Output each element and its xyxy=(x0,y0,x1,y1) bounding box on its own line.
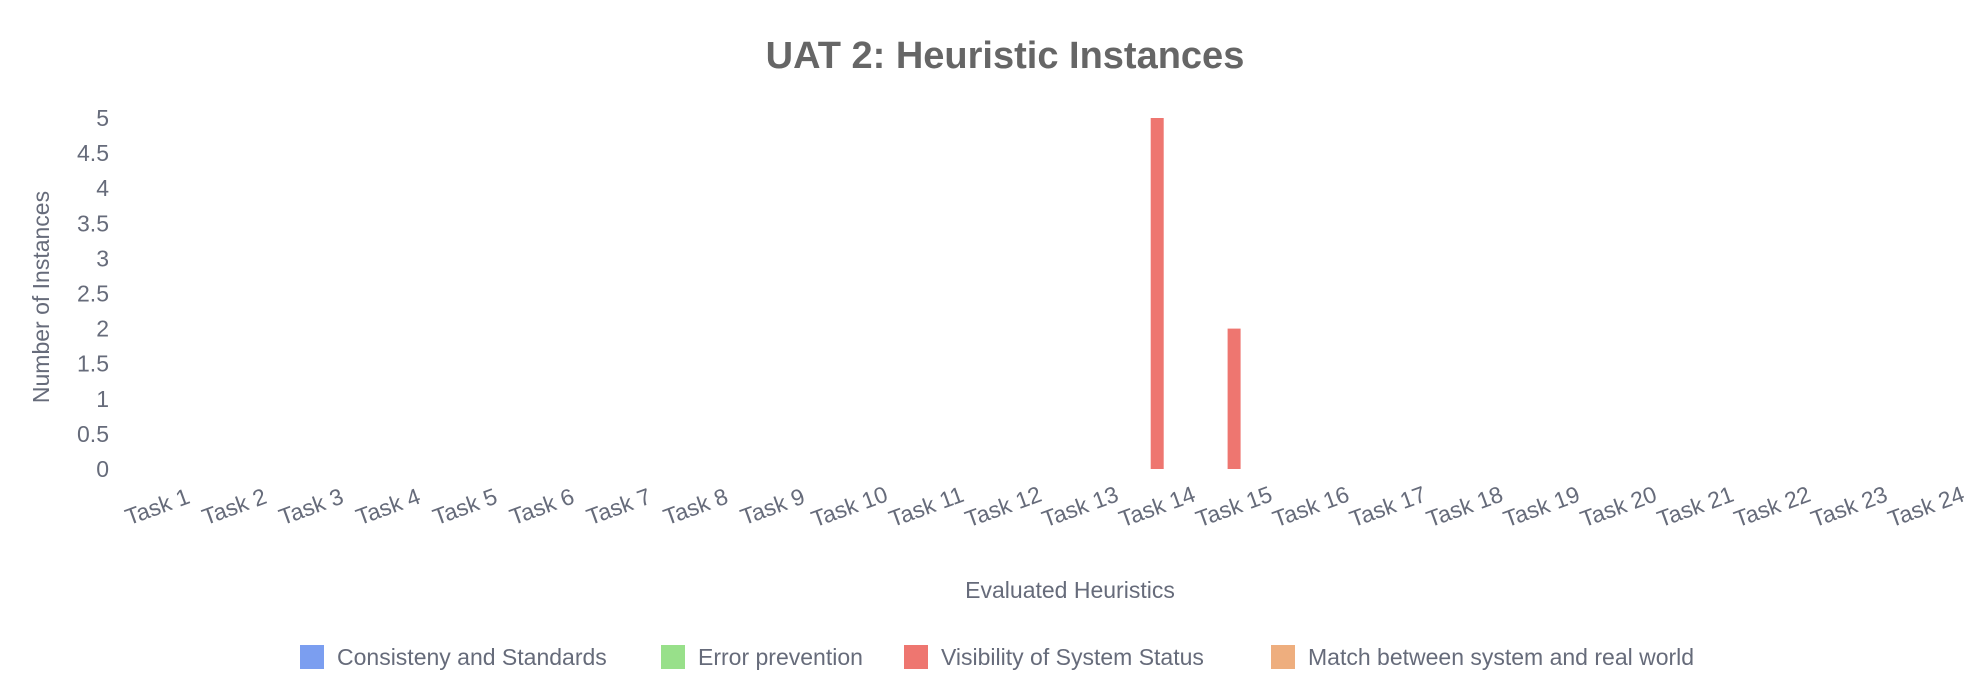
y-tick-label: 2.5 xyxy=(77,281,109,307)
legend-swatch xyxy=(300,645,324,669)
y-tick-label: 3.5 xyxy=(77,210,109,236)
x-tick-label: Task 8 xyxy=(660,483,731,530)
bars-group xyxy=(1150,118,1241,469)
x-axis-ticks: Task 1 Task 2 Task 3 Task 4 Task 5 Task 6 Task… xyxy=(122,481,1968,533)
x-tick-label: Task 12 xyxy=(961,481,1044,533)
x-tick-label: Task 14 xyxy=(1115,481,1199,533)
x-tick-label: Task 4 xyxy=(352,483,424,530)
y-axis-ticks: 0 0.5 1 1.5 2 2.5 3 3.5 4 4.5 5 xyxy=(77,105,109,482)
y-tick-label: 2 xyxy=(96,316,109,342)
chart-title: UAT 2: Heuristic Instances xyxy=(766,35,1245,77)
x-tick-label: Task 21 xyxy=(1654,481,1737,533)
x-tick-label: Task 19 xyxy=(1500,481,1583,533)
bar[interactable] xyxy=(1150,118,1164,469)
legend-label[interactable]: Consisteny and Standards xyxy=(337,644,607,670)
x-tick-label: Task 5 xyxy=(429,483,500,530)
x-tick-label: Task 17 xyxy=(1346,481,1429,533)
legend-label[interactable]: Visibility of System Status xyxy=(941,644,1204,670)
legend-swatch xyxy=(1271,645,1295,669)
x-tick-label: Task 11 xyxy=(885,481,967,532)
x-tick-label: Task 22 xyxy=(1730,481,1813,533)
x-tick-label: Task 2 xyxy=(198,483,269,530)
x-tick-label: Task 13 xyxy=(1038,481,1121,533)
x-axis-label: Evaluated Heuristics xyxy=(965,577,1175,603)
x-tick-label: Task 24 xyxy=(1884,481,1968,533)
bar[interactable] xyxy=(1227,328,1241,469)
x-tick-label: Task 1 xyxy=(122,483,193,530)
x-tick-label: Task 10 xyxy=(808,481,891,533)
y-tick-label: 5 xyxy=(96,105,109,131)
x-tick-label: Task 15 xyxy=(1192,481,1275,533)
legend: Consisteny and Standards Error prevention… xyxy=(300,644,1694,670)
x-tick-label: Task 7 xyxy=(583,483,654,530)
x-tick-label: Task 9 xyxy=(737,483,808,530)
y-tick-label: 0.5 xyxy=(77,421,109,447)
y-tick-label: 1 xyxy=(96,386,109,412)
x-tick-label: Task 18 xyxy=(1423,481,1506,533)
y-tick-label: 3 xyxy=(96,245,109,271)
legend-label[interactable]: Error prevention xyxy=(698,644,863,670)
x-tick-label: Task 3 xyxy=(275,483,346,530)
x-tick-label: Task 6 xyxy=(506,483,577,530)
y-tick-label: 4 xyxy=(96,175,109,201)
y-tick-label: 4.5 xyxy=(77,140,109,166)
legend-label[interactable]: Match between system and real world xyxy=(1308,644,1694,670)
x-tick-label: Task 16 xyxy=(1269,481,1352,533)
legend-swatch xyxy=(904,645,928,669)
y-tick-label: 0 xyxy=(96,456,109,482)
legend-swatch xyxy=(661,645,685,669)
x-tick-label: Task 20 xyxy=(1577,481,1660,533)
y-tick-label: 1.5 xyxy=(77,351,109,377)
x-tick-label: Task 23 xyxy=(1807,481,1890,533)
y-axis-label: Number of Instances xyxy=(28,191,54,403)
